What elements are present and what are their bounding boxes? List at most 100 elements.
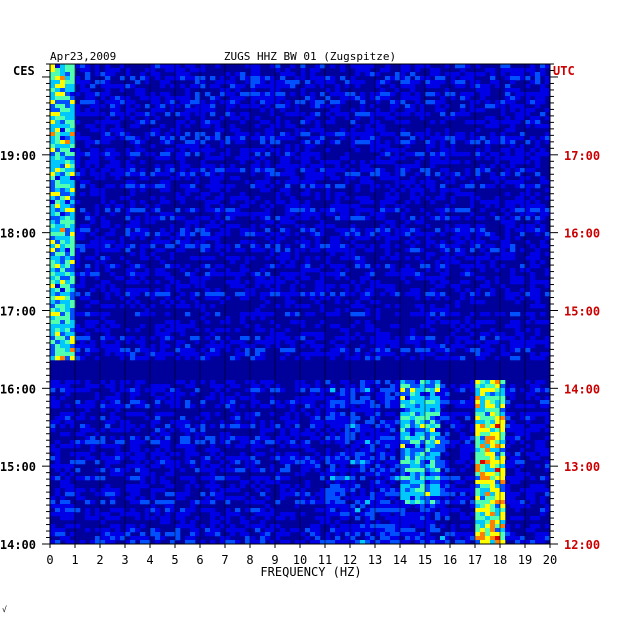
heatmap-cell — [160, 216, 166, 221]
heatmap-cell — [245, 312, 251, 317]
heatmap-cell — [170, 128, 176, 133]
heatmap-cell — [95, 72, 101, 77]
heatmap-cell — [300, 444, 306, 449]
heatmap-cell — [120, 172, 126, 177]
heatmap-cell — [80, 192, 86, 197]
heatmap-cell — [50, 236, 56, 241]
heatmap-cell — [480, 88, 486, 93]
heatmap-cell — [180, 96, 186, 101]
heatmap-cell — [460, 324, 466, 329]
heatmap-cell — [400, 348, 406, 353]
heatmap-cell — [290, 344, 296, 349]
heatmap-cell — [360, 208, 366, 213]
heatmap-cell — [320, 140, 326, 145]
heatmap-cell — [280, 428, 286, 433]
heatmap-cell — [215, 244, 221, 249]
heatmap-cell — [50, 232, 56, 237]
heatmap-cell — [145, 348, 151, 353]
heatmap-cell — [260, 224, 266, 229]
heatmap-cell — [375, 460, 381, 465]
heatmap-cell — [515, 88, 521, 93]
heatmap-cell — [385, 240, 391, 245]
heatmap-cell — [535, 292, 541, 297]
heatmap-cell — [310, 424, 316, 429]
heatmap-cell — [350, 232, 356, 237]
heatmap-cell — [280, 432, 286, 437]
heatmap-cell — [400, 204, 406, 209]
heatmap-cell — [375, 396, 381, 401]
heatmap-cell — [100, 196, 106, 201]
heatmap-cell — [180, 148, 186, 153]
heatmap-cell — [410, 248, 416, 253]
heatmap-cell — [230, 168, 236, 173]
heatmap-cell — [380, 400, 386, 405]
heatmap-cell — [60, 68, 66, 73]
heatmap-cell — [440, 176, 446, 181]
heatmap-cell — [460, 388, 466, 393]
heatmap-cell — [185, 460, 191, 465]
heatmap-cell — [185, 140, 191, 145]
heatmap-cell — [405, 64, 411, 69]
heatmap-cell — [155, 268, 161, 273]
heatmap-cell — [170, 140, 176, 145]
heatmap-cell — [170, 212, 176, 217]
heatmap-cell — [445, 452, 451, 457]
heatmap-cell — [320, 352, 326, 357]
heatmap-cell — [235, 412, 241, 417]
heatmap-cell — [350, 92, 356, 97]
heatmap-cell — [440, 444, 446, 449]
heatmap-cell — [225, 224, 231, 229]
heatmap-cell — [390, 224, 396, 229]
heatmap-cell — [245, 260, 251, 265]
heatmap-cell — [115, 96, 121, 101]
heatmap-cell — [145, 104, 151, 109]
heatmap-cell — [165, 148, 171, 153]
heatmap-cell — [525, 292, 531, 297]
heatmap-cell — [350, 336, 356, 341]
heatmap-cell — [90, 172, 96, 177]
heatmap-cell — [345, 132, 351, 137]
heatmap-cell — [385, 404, 391, 409]
heatmap-cell — [105, 88, 111, 93]
heatmap-cell — [90, 184, 96, 189]
heatmap-cell — [480, 84, 486, 89]
heatmap-cell — [355, 408, 361, 413]
heatmap-cell — [140, 244, 146, 249]
heatmap-cell — [525, 420, 531, 425]
heatmap-cell — [195, 132, 201, 137]
heatmap-cell — [315, 236, 321, 241]
heatmap-cell — [215, 412, 221, 417]
heatmap-cell — [110, 228, 116, 233]
heatmap-cell — [175, 396, 181, 401]
heatmap-cell — [315, 408, 321, 413]
heatmap-cell — [385, 424, 391, 429]
heatmap-cell — [210, 348, 216, 353]
heatmap-cell — [430, 396, 436, 401]
heatmap-cell — [495, 396, 501, 401]
heatmap-cell — [470, 180, 476, 185]
heatmap-cell — [155, 292, 161, 297]
heatmap-cell — [540, 244, 546, 249]
heatmap-cell — [530, 64, 536, 69]
heatmap-cell — [365, 168, 371, 173]
heatmap-cell — [485, 396, 491, 401]
heatmap-cell — [515, 300, 521, 305]
heatmap-cell — [490, 416, 496, 421]
heatmap-cell — [320, 404, 326, 409]
heatmap-cell — [345, 416, 351, 421]
heatmap-cell — [150, 456, 156, 461]
heatmap-cell — [165, 68, 171, 73]
heatmap-cell — [390, 388, 396, 393]
heatmap-cell — [105, 332, 111, 337]
heatmap-cell — [405, 84, 411, 89]
heatmap-cell — [495, 120, 501, 125]
heatmap-cell — [240, 312, 246, 317]
heatmap-cell — [285, 100, 291, 105]
heatmap-cell — [75, 404, 81, 409]
heatmap-cell — [165, 432, 171, 437]
heatmap-cell — [110, 84, 116, 89]
heatmap-cell — [465, 72, 471, 77]
heatmap-cell — [205, 436, 211, 441]
heatmap-cell — [115, 100, 121, 105]
heatmap-cell — [255, 196, 261, 201]
